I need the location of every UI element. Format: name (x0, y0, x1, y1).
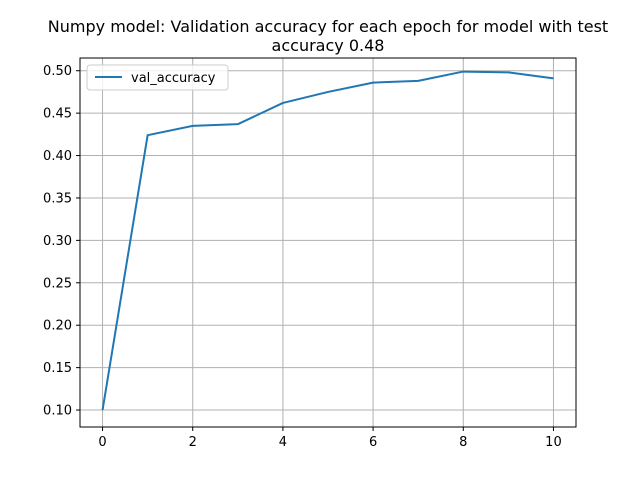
y-tick-label: 0.40 (43, 149, 72, 164)
y-tick-label: 0.35 (43, 191, 72, 206)
x-tick-label: 10 (545, 435, 562, 450)
x-tick-label: 8 (459, 435, 467, 450)
y-tick-label: 0.30 (43, 234, 72, 249)
x-tick-label: 0 (98, 435, 106, 450)
y-tick-label: 0.15 (43, 361, 72, 376)
x-axis-ticks: 0 2 4 6 8 10 (98, 427, 562, 450)
series-line-val-accuracy (101, 70, 554, 411)
legend-box (86, 64, 229, 91)
y-axis-ticks: 0.10 0.15 0.20 0.25 0.30 0.35 0.40 0.45 0.50 (43, 64, 80, 419)
plot-frame (79, 57, 577, 428)
y-tick-label: 0.25 (43, 276, 72, 291)
axes (79, 57, 577, 428)
y-tick-label: 0.10 (43, 404, 72, 419)
legend-label-val-accuracy: val_accuracy (131, 71, 216, 86)
chart-title-line-1: Numpy model: Validation accuracy for eac… (48, 17, 608, 36)
x-tick-label: 2 (189, 435, 197, 450)
y-tick-label: 0.20 (43, 319, 72, 334)
legend: val_accuracy (86, 64, 229, 91)
y-tick-label: 0.50 (43, 64, 72, 79)
series-layer (101, 70, 554, 411)
plot-area (80, 58, 576, 427)
chart-title-line-2: accuracy 0.48 (272, 36, 385, 55)
x-tick-label: 6 (369, 435, 377, 450)
y-tick-label: 0.45 (43, 107, 72, 122)
grid-lines (80, 58, 576, 427)
x-tick-label: 4 (279, 435, 287, 450)
